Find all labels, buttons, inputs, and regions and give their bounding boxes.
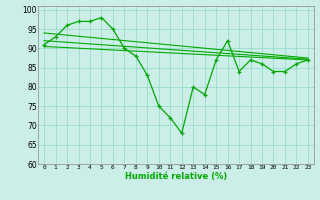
X-axis label: Humidité relative (%): Humidité relative (%) — [125, 172, 227, 181]
